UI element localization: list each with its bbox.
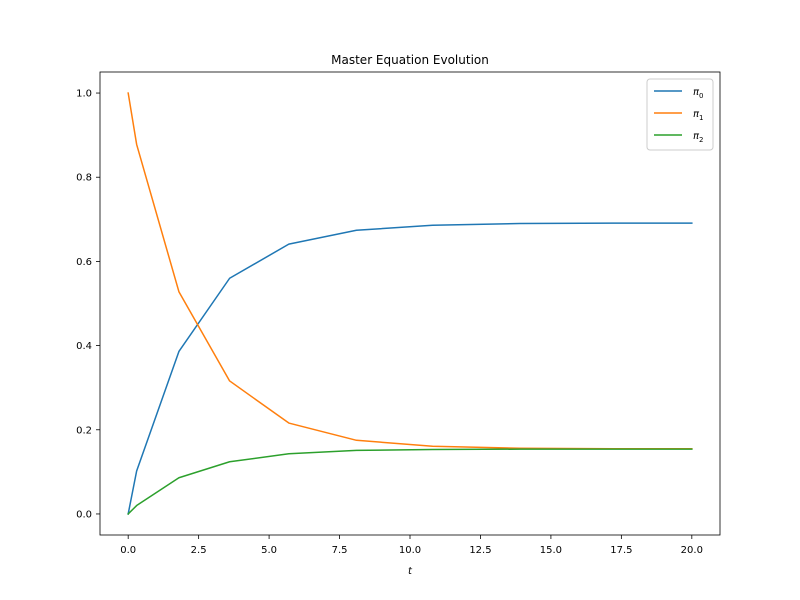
y-tick-label: 0.2 <box>76 425 92 436</box>
x-tick-label: 15.0 <box>540 545 562 556</box>
legend-label-1: π1 <box>693 109 704 122</box>
legend: π0 π1 π2 <box>646 78 714 151</box>
legend-label-0: π0 <box>693 87 704 100</box>
x-tick-label: 7.5 <box>332 545 348 556</box>
x-tick-label: 10.0 <box>399 545 421 556</box>
series-line-0 <box>127 222 693 515</box>
x-tick-label: 12.5 <box>469 545 491 556</box>
y-tick-label: 0.8 <box>76 173 92 184</box>
x-axis-label: t <box>408 566 413 577</box>
plot-area <box>127 92 693 516</box>
legend-box <box>646 78 714 151</box>
y-tick-label: 0.0 <box>76 509 92 520</box>
y-tick-label: 0.4 <box>76 341 92 352</box>
chart-title: Master Equation Evolution <box>331 53 489 67</box>
y-tick-label: 0.6 <box>76 257 92 268</box>
axis-ticks: 0.0 2.5 5.0 7.5 10.0 12.5 15.0 17.5 20.0 0.0 0.2 0.… <box>76 89 703 556</box>
x-tick-label: 17.5 <box>610 545 632 556</box>
y-tick-label: 1.0 <box>76 89 92 100</box>
x-tick-label: 0.0 <box>120 545 136 556</box>
series-line-2 <box>127 448 693 516</box>
x-tick-label: 2.5 <box>191 545 207 556</box>
x-tick-label: 5.0 <box>261 545 277 556</box>
axes-frame <box>99 71 721 536</box>
legend-label-2: π2 <box>693 131 704 144</box>
x-tick-label: 20.0 <box>681 545 703 556</box>
series-line-1 <box>127 92 693 450</box>
